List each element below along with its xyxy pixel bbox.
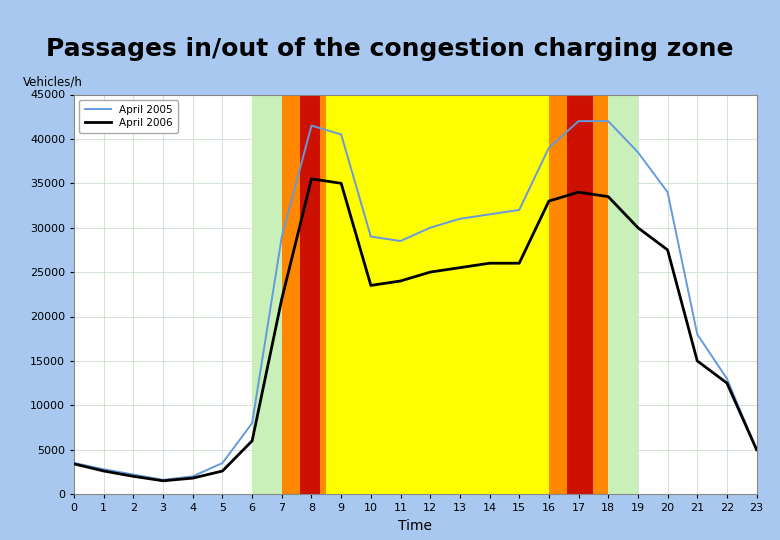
April 2006 <box>544 198 554 204</box>
Bar <box>252 94 638 494</box>
April 2005 <box>604 118 613 124</box>
April 2006 <box>247 437 257 444</box>
Bar <box>567 94 594 494</box>
April 2005 <box>218 460 227 466</box>
April 2005 <box>722 375 732 382</box>
April 2005 <box>247 420 257 426</box>
April 2006 <box>336 180 346 186</box>
April 2006 <box>633 225 643 231</box>
April 2005 <box>663 189 672 195</box>
April 2006 <box>574 189 583 195</box>
April 2006 <box>366 282 375 289</box>
April 2005 <box>633 149 643 156</box>
April 2005 <box>752 447 761 453</box>
April 2006 <box>395 278 405 284</box>
April 2005 <box>693 331 702 338</box>
April 2005 <box>426 225 435 231</box>
April 2006 <box>604 193 613 200</box>
April 2005 <box>366 233 375 240</box>
April 2005 <box>99 466 108 472</box>
April 2005 <box>307 123 316 129</box>
April 2005 <box>485 211 495 218</box>
April 2006 <box>277 295 286 302</box>
April 2006 <box>218 468 227 474</box>
Bar <box>282 94 608 494</box>
April 2005 <box>277 233 286 240</box>
Bar <box>282 94 326 494</box>
April 2005 <box>129 471 138 478</box>
Line: April 2006: April 2006 <box>74 179 757 481</box>
April 2006 <box>485 260 495 266</box>
April 2006 <box>69 461 79 467</box>
April 2006 <box>752 447 761 453</box>
April 2006 <box>722 380 732 386</box>
April 2005 <box>395 238 405 244</box>
Line: April 2005: April 2005 <box>74 121 757 480</box>
April 2006 <box>99 468 108 474</box>
April 2006 <box>307 176 316 182</box>
Bar <box>300 94 321 494</box>
April 2006 <box>188 475 197 481</box>
Text: Passages in/out of the congestion charging zone: Passages in/out of the congestion chargi… <box>46 37 734 60</box>
April 2005 <box>69 460 79 466</box>
April 2006 <box>663 247 672 253</box>
April 2006 <box>426 269 435 275</box>
April 2006 <box>515 260 524 266</box>
April 2005 <box>515 207 524 213</box>
April 2006 <box>129 473 138 480</box>
April 2005 <box>544 145 554 151</box>
April 2006 <box>693 357 702 364</box>
April 2006 <box>456 265 465 271</box>
April 2005 <box>456 215 465 222</box>
Legend: April 2005, April 2006: April 2005, April 2006 <box>80 100 178 133</box>
April 2005 <box>574 118 583 124</box>
Text: Vehicles/h: Vehicles/h <box>23 76 83 89</box>
Bar <box>549 94 608 494</box>
April 2005 <box>188 473 197 480</box>
April 2005 <box>158 477 168 483</box>
April 2006 <box>158 477 168 484</box>
X-axis label: Time: Time <box>399 519 432 532</box>
April 2005 <box>336 131 346 138</box>
